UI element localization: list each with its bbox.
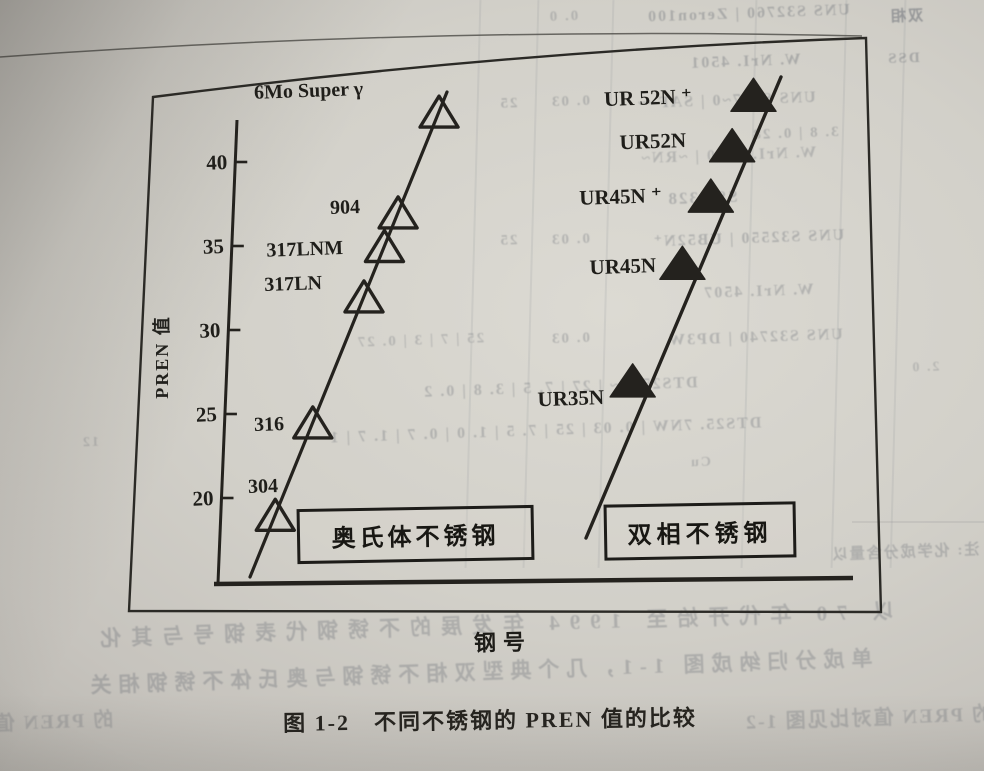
filled-triangle-marker xyxy=(708,127,756,163)
open-triangle-marker xyxy=(418,94,460,129)
point-label: 316 xyxy=(254,413,285,436)
legend-austenitic-label: 奥氏体不锈钢 xyxy=(331,523,500,553)
x-axis-title: 钢号 xyxy=(473,629,533,656)
y-tick-label: 30 xyxy=(199,318,221,343)
chart-frame xyxy=(127,36,883,614)
page-edge-line xyxy=(0,32,863,58)
legend-austenitic-box: 奥氏体不锈钢 xyxy=(296,504,535,565)
point-label: UR52N xyxy=(619,128,686,154)
open-triangle-marker xyxy=(292,405,334,440)
filled-triangle-marker xyxy=(730,77,777,113)
point-label: UR45N ⁺ xyxy=(579,183,663,210)
point-label: UR35N xyxy=(537,385,604,411)
trend-line-austenitic xyxy=(248,90,449,579)
legend-duplex-label: 双相不锈钢 xyxy=(627,520,773,549)
filled-triangle-marker xyxy=(659,245,706,281)
y-tick-label: 40 xyxy=(206,150,228,175)
point-label: 304 xyxy=(248,475,279,498)
legend-duplex-box: 双相不锈钢 xyxy=(603,501,797,561)
x-axis-line xyxy=(213,575,854,587)
point-label: 317LN xyxy=(264,272,323,296)
point-label: 904 xyxy=(330,196,361,219)
y-tick-label: 35 xyxy=(202,234,224,259)
y-axis-line xyxy=(216,119,239,584)
point-label: 6Mo Super γ xyxy=(254,78,364,104)
filled-triangle-marker xyxy=(687,178,735,213)
point-label: 317LNM xyxy=(266,237,344,262)
open-triangle-marker xyxy=(254,497,296,532)
open-triangle-marker xyxy=(363,228,406,264)
y-tick-label: 20 xyxy=(192,486,214,511)
open-triangle-marker xyxy=(377,195,419,230)
y-tick-label: 25 xyxy=(196,402,218,427)
open-triangle-marker xyxy=(343,279,385,314)
y-axis-title: PREN 值 xyxy=(152,315,172,399)
filled-triangle-marker xyxy=(609,363,656,398)
figure-caption: 图 1-2 不同不锈钢的 PREN 值的比较 xyxy=(283,705,698,736)
point-label: UR45N xyxy=(589,253,656,279)
point-label: UR 52N ⁺ xyxy=(604,84,693,111)
